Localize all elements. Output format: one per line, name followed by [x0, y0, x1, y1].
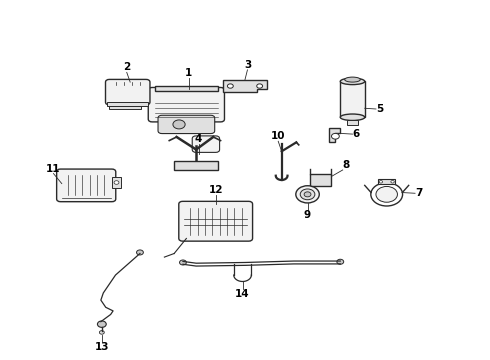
Text: 3: 3 [244, 60, 251, 70]
Text: 10: 10 [271, 131, 286, 141]
Text: 6: 6 [352, 129, 360, 139]
Ellipse shape [337, 259, 343, 264]
Ellipse shape [173, 120, 185, 129]
Bar [107, 102, 148, 106]
Ellipse shape [99, 330, 104, 334]
Text: 12: 12 [208, 185, 223, 195]
Ellipse shape [114, 181, 119, 184]
Polygon shape [329, 128, 340, 142]
Ellipse shape [391, 180, 394, 183]
Bar [311, 174, 331, 186]
FancyBboxPatch shape [148, 87, 224, 122]
Bar [174, 161, 218, 170]
Ellipse shape [344, 77, 360, 82]
Text: 13: 13 [95, 342, 109, 352]
Ellipse shape [296, 186, 319, 203]
Bar [155, 86, 218, 91]
Bar [109, 106, 141, 109]
Bar [378, 179, 395, 184]
Ellipse shape [379, 180, 383, 183]
Bar [340, 81, 365, 117]
Text: 1: 1 [185, 68, 193, 78]
Ellipse shape [179, 260, 186, 265]
Text: 5: 5 [376, 104, 383, 114]
Ellipse shape [376, 186, 397, 202]
Text: 4: 4 [195, 134, 202, 144]
Text: 14: 14 [235, 289, 250, 300]
Text: 11: 11 [46, 163, 61, 174]
FancyBboxPatch shape [179, 201, 252, 241]
Ellipse shape [300, 189, 315, 200]
Bar [347, 120, 358, 125]
Text: 7: 7 [415, 188, 422, 198]
Ellipse shape [340, 78, 365, 85]
Ellipse shape [257, 84, 263, 88]
Text: 9: 9 [304, 211, 311, 220]
Ellipse shape [304, 192, 311, 197]
Ellipse shape [331, 134, 339, 139]
Text: 8: 8 [343, 160, 350, 170]
Ellipse shape [98, 321, 106, 327]
Ellipse shape [227, 84, 233, 88]
FancyBboxPatch shape [57, 169, 116, 202]
Text: 2: 2 [123, 62, 130, 72]
Bar [112, 177, 121, 188]
FancyBboxPatch shape [158, 115, 215, 134]
FancyBboxPatch shape [105, 80, 150, 105]
Ellipse shape [340, 114, 365, 121]
FancyBboxPatch shape [192, 136, 220, 152]
Polygon shape [223, 80, 267, 92]
Ellipse shape [137, 250, 144, 255]
